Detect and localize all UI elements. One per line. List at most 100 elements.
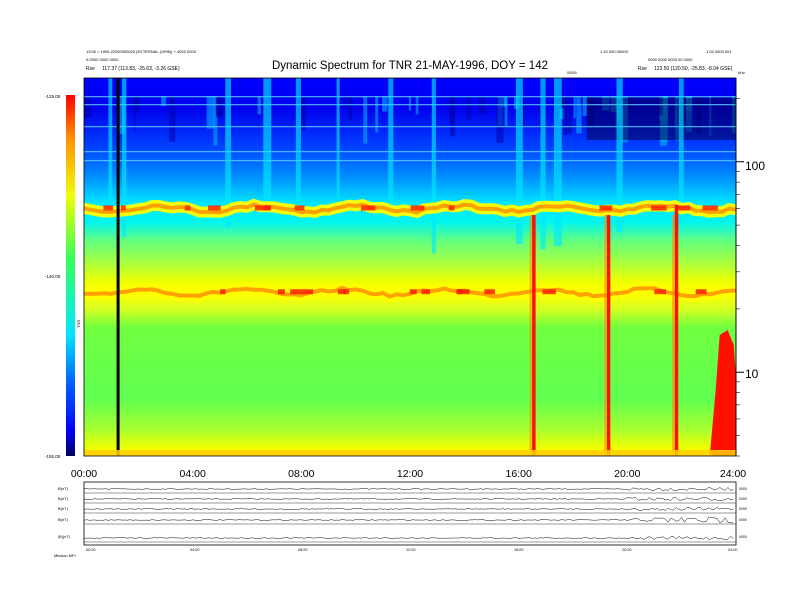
low-frequency-fringe [84, 450, 736, 456]
mag-row-label-3: B(nT) [58, 506, 69, 511]
spectrum-streak [136, 96, 139, 110]
emission-band-hotspot [409, 289, 417, 295]
interference-line [84, 151, 736, 153]
mag-tick-2000: 20:00 [622, 548, 632, 552]
spectrum-streak [496, 96, 504, 143]
spectrum-streak [342, 96, 348, 109]
header-right-line2: 0000 0000 0000 00 0000 [648, 57, 693, 62]
spectrum-vertical-streak [678, 78, 684, 223]
emission-band-hotspot [651, 205, 667, 211]
radio-burst [532, 215, 536, 456]
magnetometer-trace [83, 487, 734, 491]
mag-tick-0800: 08:00 [298, 548, 308, 552]
spectrum-streak [539, 96, 542, 134]
colorbar-tick-mid: -140.00 [45, 274, 61, 279]
mag-tick-2400: 24:00 [728, 548, 738, 552]
mag-right-label-1: 0000 [739, 487, 747, 491]
x-tick-label-2000: 20:00 [614, 468, 640, 480]
radio-burst-edge [604, 215, 607, 456]
spectrum-streak [84, 96, 92, 118]
mag-footer-label: Mission MFI [54, 553, 76, 558]
radio-burst-edge [672, 215, 675, 456]
x-tick-label-2400: 24:00 [720, 468, 746, 480]
radio-burst-edge [529, 215, 532, 456]
corner-unit-label: kHz [738, 70, 745, 75]
emission-band-hotspot [702, 205, 718, 211]
spectrum-streak [582, 96, 588, 116]
spectrum-streak [133, 96, 136, 131]
mag-row-label-5: |B|(nT) [58, 534, 71, 539]
mag-tick-0400: 04:00 [190, 548, 200, 552]
spectrum-streak [300, 96, 307, 131]
emission-band-hotspot [290, 289, 302, 295]
spectrum-vertical-streak [515, 78, 523, 244]
magnetometer-trace [83, 536, 734, 540]
spectrum-vertical-streak [108, 78, 113, 203]
spectrum-streak [573, 96, 576, 118]
emission-band-hotspot [277, 289, 285, 295]
spectrum-streak [563, 96, 568, 136]
mag-right-label-5: 0000 [739, 535, 747, 539]
data-gap-line [116, 78, 120, 456]
magnetometer-frame [83, 481, 737, 546]
y-tick-label-100: 100 [745, 159, 765, 173]
mag-row-label-1: B(nT) [58, 486, 69, 491]
interference-line [84, 96, 736, 98]
header-left-line3: 117.37 (113.83, -25.63, -3.26 GSE) [102, 66, 180, 72]
spectrum-vertical-streak [616, 78, 623, 233]
header-left-line1: 13:00 = 1996 22000000000 (EXTERNAL (1996… [86, 49, 197, 54]
mag-row-label-4: B(nT) [58, 517, 69, 522]
emission-band-hotspot [457, 289, 470, 295]
emission-band-hotspot [448, 205, 455, 211]
spectrum-streak [382, 96, 388, 112]
spectrum-vertical-streak [263, 78, 272, 203]
radio-burst [674, 205, 679, 456]
radio-burst [709, 330, 736, 456]
spectrum-streak [504, 96, 508, 126]
emission-band-hotspot [675, 205, 691, 211]
x-tick-label-0800: 08:00 [288, 468, 314, 480]
spectrum-streak [206, 96, 215, 129]
x-tick-label-1200: 12:00 [397, 468, 423, 480]
spectrum-streak [118, 96, 125, 135]
emission-band-core [84, 285, 736, 299]
spectrum-vertical-streak [553, 78, 562, 247]
magnetometer-panel: B(nT) B(nT) B(nT) B(nT) |B|(nT) 0000 000… [54, 481, 747, 558]
spectrogram [84, 78, 736, 456]
spectrum-vertical-streak [431, 78, 436, 254]
spectrum-vertical-streak [388, 78, 394, 204]
emission-band-hotspot [208, 205, 221, 211]
mag-tick-1600: 16:00 [514, 548, 524, 552]
emission-band-hotspot [361, 205, 376, 211]
header-right-prefix: Rse [638, 66, 647, 72]
spectrum-streak [576, 96, 582, 134]
emission-band-hotspot [337, 289, 346, 295]
chart-title: Dynamic Spectrum for TNR 21-MAY-1996, DO… [272, 60, 548, 72]
interference-line [84, 160, 736, 162]
header-left-line2: 0-0000 0000 0000 [86, 57, 119, 62]
emission-band-hotspot [294, 205, 305, 211]
spectrum-streak [215, 96, 222, 116]
magnetometer-trace [83, 516, 734, 524]
spectrum-vertical-streak [295, 78, 301, 217]
spectrum-streak [363, 96, 368, 144]
emission-band-hotspot [184, 205, 191, 211]
interference-line [84, 126, 736, 128]
emission-band-hotspot [254, 205, 271, 211]
emission-band-hotspot [599, 205, 613, 211]
x-tick-label-0400: 04:00 [180, 468, 206, 480]
magnetometer-traces [83, 487, 736, 543]
mag-right-label-3: 0000 [739, 507, 747, 511]
spectrum-streak [567, 96, 573, 134]
mag-right-label-4: 0000 [739, 518, 747, 522]
header-right-line3: 123.50 (120.50, -25.83, -8.04 GSE) [654, 66, 733, 72]
frequency-axis [735, 78, 744, 457]
colorbar-label: TNR [76, 320, 81, 328]
header-right-line1: 1.10 000 00000 [600, 49, 629, 54]
x-tick-label-1600: 16:00 [506, 468, 532, 480]
emission-band-hotspot [220, 289, 226, 295]
spectrum-vertical-streak [540, 78, 546, 250]
header-right-line1b: 1.04 0000 001 [706, 49, 732, 54]
emission-band-hotspot [542, 289, 556, 295]
